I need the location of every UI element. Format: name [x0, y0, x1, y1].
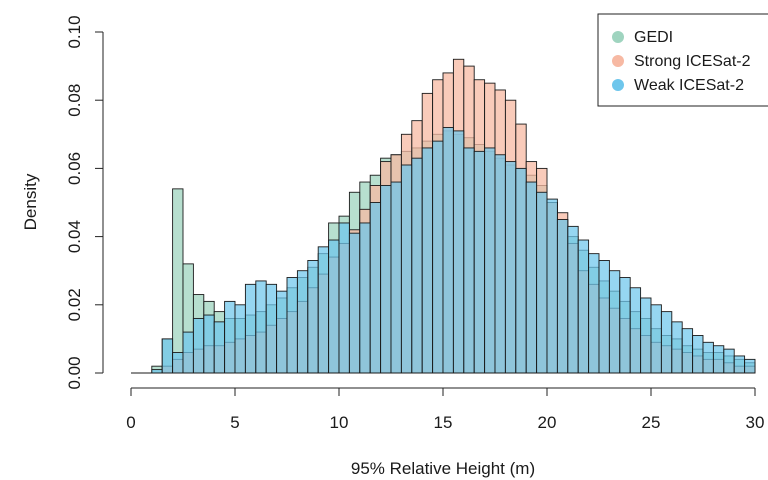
y-tick-label: 0.04 [65, 220, 84, 253]
bar [473, 150, 486, 374]
bar [484, 147, 496, 374]
bar [608, 270, 621, 374]
bar [536, 191, 548, 374]
bar [629, 287, 642, 374]
y-tick-label: 0.08 [65, 84, 84, 117]
bar [265, 283, 278, 374]
bar [702, 341, 714, 374]
bar [463, 147, 475, 374]
bar [598, 260, 610, 374]
bar [328, 239, 340, 374]
x-tick-label: 20 [538, 413, 557, 432]
x-ticks: 0 5 10 15 20 25 30 [126, 388, 764, 432]
bar [255, 280, 267, 374]
bar [504, 161, 517, 374]
y-axis: 0.00 0.02 0.04 0.06 0.08 0.10 [65, 15, 104, 390]
bar [400, 164, 413, 374]
x-axis-title: 95% Relative Height (m) [351, 459, 535, 478]
y-tick-label: 0.06 [65, 152, 84, 185]
bar [213, 321, 226, 374]
bar [546, 198, 558, 374]
x-tick-label: 15 [434, 413, 453, 432]
bar [359, 222, 371, 374]
legend: GEDI Strong ICESat-2 Weak ICESat-2 [597, 13, 768, 107]
bar [224, 300, 236, 374]
bar [234, 304, 246, 374]
legend-items: GEDI Strong ICESat-2 Weak ICESat-2 [612, 29, 751, 94]
bar [317, 246, 330, 374]
x-axis: 0 5 10 15 20 25 30 [126, 387, 764, 432]
bar [369, 202, 382, 374]
bar [286, 277, 298, 374]
y-tick-label: 0.00 [65, 356, 84, 389]
y-ticks: 0.00 0.02 0.04 0.06 0.08 0.10 [65, 15, 103, 390]
y-tick-label: 0.10 [65, 15, 84, 48]
bar [172, 188, 184, 374]
legend-swatch [612, 79, 624, 91]
bar [577, 239, 590, 374]
bar [276, 290, 288, 374]
bar [452, 130, 465, 374]
bars-layer [131, 58, 756, 374]
bar [515, 167, 527, 374]
bar [588, 253, 600, 374]
x-tick-label: 30 [746, 413, 765, 432]
bar [390, 181, 402, 374]
bar [650, 304, 662, 374]
bar [442, 127, 454, 374]
bar [556, 219, 569, 374]
bar [733, 355, 746, 374]
bar [619, 277, 631, 374]
bar [567, 225, 579, 374]
x-tick-label: 10 [330, 413, 349, 432]
bar [421, 147, 434, 374]
bar [692, 335, 704, 374]
bar [411, 157, 423, 374]
bar [244, 283, 257, 374]
bar [338, 222, 350, 374]
bar [348, 232, 361, 374]
x-tick-label: 25 [642, 413, 661, 432]
bar [161, 338, 174, 374]
bar [744, 358, 756, 374]
bar [525, 181, 538, 374]
bar [681, 328, 694, 374]
legend-label: Weak ICESat-2 [634, 77, 744, 94]
series-weak-icesat-2 [151, 127, 756, 374]
y-axis-title: Density [21, 173, 40, 230]
x-tick-label: 0 [126, 413, 135, 432]
bar [203, 314, 215, 374]
bar [151, 369, 163, 374]
bar [432, 140, 444, 374]
bar [192, 317, 205, 374]
bar [640, 297, 652, 374]
bar [380, 184, 392, 374]
legend-label: GEDI [634, 29, 673, 46]
legend-label: Strong ICESat-2 [634, 53, 751, 70]
bar [723, 348, 735, 374]
legend-box [597, 13, 768, 107]
legend-swatch [612, 31, 624, 43]
x-tick-label: 5 [230, 413, 239, 432]
bar [712, 345, 725, 374]
y-tick-label: 0.02 [65, 288, 84, 321]
bar [307, 260, 319, 374]
bar [671, 321, 683, 374]
legend-swatch [612, 55, 624, 67]
bar [494, 154, 506, 374]
bar [660, 311, 673, 374]
bar [296, 270, 309, 374]
bar [172, 352, 184, 374]
bar [182, 331, 194, 374]
